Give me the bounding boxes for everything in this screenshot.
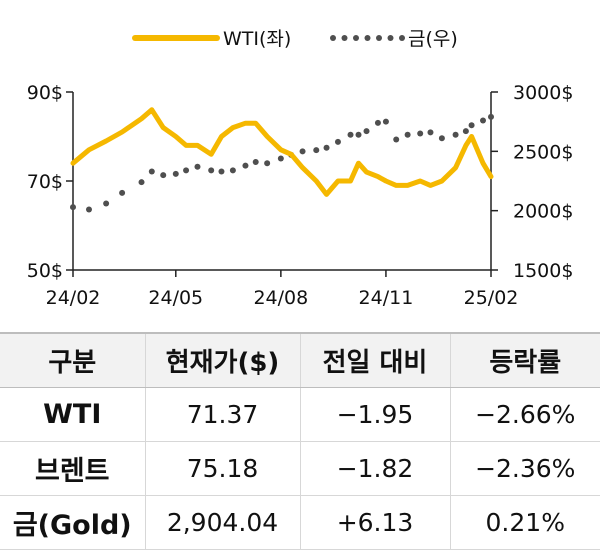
gold-point [417,130,424,137]
price-chart: WTI(좌) 금(우) 50$ 70$ 90$ 1500$ 2000$ 2500$ 3000… [27,28,574,309]
gold-point [119,189,126,196]
right-axis-tick-label: 1500$ [513,260,573,282]
row-rate: −2.36% [449,441,600,496]
gold-point [313,147,320,154]
row-change: −1.82 [299,441,450,496]
gold-point [148,168,155,175]
left-axis-tick-label: 50$ [27,260,63,282]
row-price: 75.18 [144,441,300,496]
gold-point [103,200,110,207]
gold-point [218,168,225,175]
row-name: WTI [0,387,145,442]
right-axis-tick-label: 2500$ [513,141,573,163]
row-name: 금(Gold) [0,495,145,550]
gold-point [208,167,215,174]
gold-point [427,129,434,136]
legend-dot [376,35,382,41]
right-axis-tick-label: 3000$ [513,82,573,104]
gold-point [452,131,459,138]
gold-point [488,113,494,120]
x-axis-tick-label: 24/11 [359,287,414,309]
row-change: +6.13 [299,495,450,550]
legend-dot [353,35,359,41]
gold-point [229,167,236,174]
gold-point [462,128,469,135]
gold-point [85,206,92,213]
header-current-price: 현재가($) [144,332,300,388]
x-axis-tick-label: 24/08 [253,287,308,309]
gold-point [183,167,190,174]
table-row: WTI 71.37 −1.95 −2.66% [0,387,600,442]
legend-label-wti: WTI(좌) [223,28,291,50]
gold-point [172,170,179,177]
gold-point [374,119,381,126]
legend-dot [364,35,371,41]
gold-point [277,155,284,162]
gold-point [264,160,271,167]
x-axis-tick-label: 24/02 [46,287,101,309]
gold-point [438,135,445,142]
gold-point [194,163,201,170]
gold-point [334,138,341,145]
gold-point [480,117,487,124]
gold-point [382,118,389,125]
legend-swatch-gold [330,35,405,41]
legend-dot [387,35,394,41]
gold-point [404,131,411,138]
x-axis-tick-label: 25/02 [464,287,519,309]
gold-point [299,148,306,155]
gold-point [70,204,76,211]
header-category: 구분 [0,332,145,388]
row-price: 2,904.04 [144,495,300,550]
gold-point [252,159,259,166]
gold-point [323,144,330,151]
series-wti-line [70,107,494,197]
legend-label-gold: 금(우) [408,28,458,50]
left-axis-tick-label: 70$ [27,171,63,193]
table-header-row: 구분 현재가($) 전일 대비 등락률 [0,332,600,388]
series-gold [70,113,494,213]
gold-point [393,136,400,143]
gold-point [468,122,475,129]
gold-point [363,128,370,135]
header-change: 전일 대비 [299,332,450,388]
gold-point [355,131,362,138]
right-axis-tick-label: 2000$ [513,201,573,223]
row-name: 브렌트 [0,441,145,496]
table-row: 브렌트 75.18 −1.82 −2.36% [0,441,600,496]
chart-legend: WTI(좌) 금(우) [132,28,458,50]
gold-point [160,172,167,179]
row-rate: 0.21% [449,495,600,550]
row-rate: −2.66% [449,387,600,442]
gold-point [242,162,249,169]
legend-dot [399,35,405,41]
row-price: 71.37 [144,387,300,442]
table-row: 금(Gold) 2,904.04 +6.13 0.21% [0,495,600,550]
gold-point [138,179,145,186]
price-summary-table: 구분 현재가($) 전일 대비 등락률 WTI 71.37 −1.95 −2.6… [0,332,600,550]
gold-point [347,131,354,138]
left-axis-tick-label: 90$ [27,82,63,104]
header-rate: 등락률 [449,332,600,388]
legend-dot [341,35,348,41]
row-change: −1.95 [299,387,450,442]
x-axis-tick-label: 24/05 [148,287,203,309]
legend-dot [330,35,336,41]
